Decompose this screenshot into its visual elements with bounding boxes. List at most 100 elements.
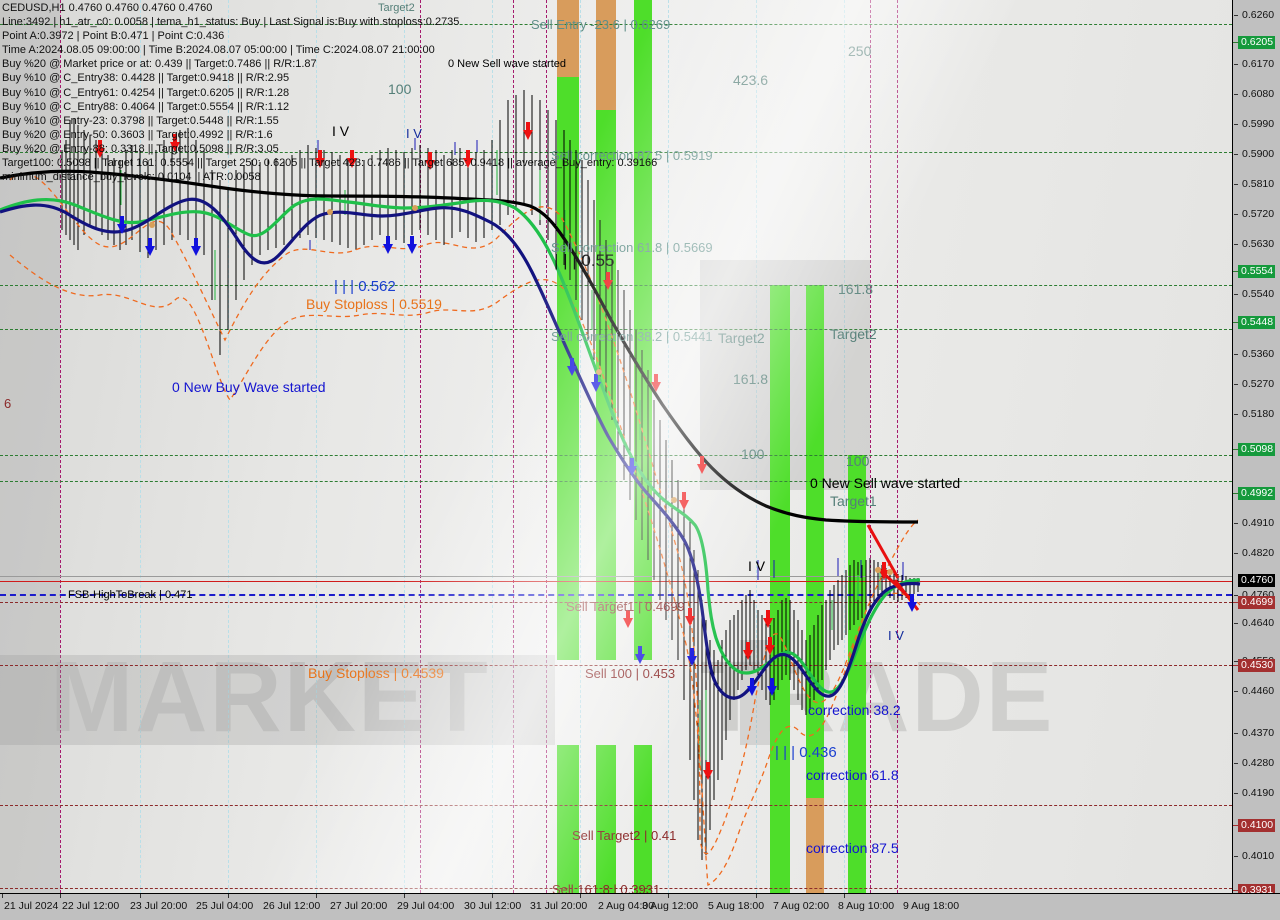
info-line-3: Buy %20 @ Market price or at: 0.439 || T… (2, 58, 317, 71)
buy-signal-arrow (117, 216, 917, 696)
axis-dash (1233, 602, 1239, 603)
annotation-fib-100-a: 100 (741, 446, 765, 462)
annotation-target2-a: Target2 (718, 330, 765, 346)
zone-band (596, 0, 616, 110)
y-tick: 0.5900 (1233, 148, 1280, 161)
y-tick: 0.4910 (1233, 517, 1280, 530)
level-line (0, 888, 1232, 889)
y-tick: 0.4370 (1233, 727, 1280, 740)
y-tick: 0.4190 (1233, 787, 1280, 800)
x-tick: 22 Jul 12:00 (62, 900, 120, 912)
annotation-wave-IV-1: I V (332, 123, 350, 139)
y-tick: 0.5630 (1233, 238, 1280, 251)
annotation-sell-1618: Sell 161.8 | 0.3931 (552, 882, 661, 893)
gridline-v-magenta (60, 0, 61, 893)
gridline-v-magenta (546, 0, 547, 893)
annotation-new-sell-wave-2: 0 New Sell wave started (810, 475, 961, 491)
annotation-left-edge-6: 6 (4, 396, 12, 411)
zone-band (806, 798, 824, 893)
envelope-lower (9, 254, 921, 886)
tema-fast (0, 197, 921, 700)
annotation-sell-target1: Sell Target1 | 0.4699 (566, 599, 685, 614)
info-line-2: Time A:2024.08.05 09:00:00 | Time B:2024… (2, 44, 435, 57)
current-price-line (0, 581, 1232, 582)
gridline-v (844, 0, 845, 893)
annotation-buy-stoploss-5519: Buy Stoploss | 0.5519 (306, 296, 442, 312)
price-chart-canvas[interactable]: MARKET TRADE (0, 0, 1232, 893)
y-tick: 0.5180 (1233, 408, 1280, 421)
x-tick: 30 Jul 12:00 (464, 900, 522, 912)
y-tick: 0.5540 (1233, 288, 1280, 301)
y-tick: 0.4820 (1233, 547, 1280, 560)
price-label-current: 0.4760 (1238, 574, 1276, 587)
price-label-level: 0.4699 (1238, 596, 1276, 609)
annotation-fib-1618-a: 161.8 (838, 281, 874, 297)
gridline-v (316, 0, 317, 893)
info-line-11: minimum_distance_buy_levels: 0.0104 || A… (2, 171, 261, 184)
zone-band (806, 285, 824, 855)
zone-band (634, 745, 652, 893)
y-tick: 0.6260 (1233, 9, 1280, 22)
shade-block (0, 655, 555, 745)
y-tick: 0.5270 (1233, 378, 1280, 391)
x-tick: 26 Jul 12:00 (263, 900, 321, 912)
symbol-line: CEDUSD,H1 0.4760 0.4760 0.4760 0.4760 (2, 2, 213, 14)
fsb-level-line (0, 594, 1232, 596)
zone-band (596, 745, 616, 893)
info-line-10: Target100: 0.5098 || Target 161: 0.5554 … (2, 157, 658, 170)
annotation-target2-top: Target2 (378, 2, 415, 14)
time-axis[interactable]: 21 Jul 2024 22 Jul 12:00 23 Jul 20:00 25… (0, 893, 1280, 920)
annotation-sell-entry-236: Sell Entry -23.6 | 0.6269 (531, 17, 671, 32)
ma-long (0, 169, 919, 524)
annotation-sell-corr-618: Sell correction 61.8 | 0.5669 (551, 240, 713, 255)
level-line (0, 152, 1232, 153)
annotation-correction-618: correction 61.8 (806, 767, 899, 783)
level-line (0, 285, 1232, 286)
y-tick: 0.4280 (1233, 757, 1280, 770)
x-tick: 5 Aug 18:00 (708, 900, 765, 912)
watermark-right: TRADE (700, 641, 1055, 753)
annotation-sell-100: Sell 100 | 0.453 (585, 666, 676, 681)
level-line (0, 665, 1232, 666)
price-label-target: 0.5448 (1238, 316, 1276, 329)
tema-slow (0, 197, 921, 694)
y-tick: 0.4010 (1233, 850, 1280, 863)
x-tick: 21 Jul 2024 (4, 900, 59, 912)
annotation-price-0436: | | | 0.436 (775, 744, 837, 761)
annotation-price-055: | | | 0.55 (554, 251, 615, 270)
series-layer (0, 90, 921, 886)
annotation-fib-1618-b: 161.8 (733, 371, 769, 387)
price-label-target: 0.6205 (1238, 36, 1276, 49)
y-tick: 0.5810 (1233, 178, 1280, 191)
annotation-fib-250: 250 (848, 43, 872, 59)
gridline-v (756, 0, 757, 893)
gridline-v (404, 0, 405, 893)
chart-info-block: CEDUSD,H1 0.4760 0.4760 0.4760 0.4760 Li… (2, 1, 657, 184)
info-line-4: Buy %10 @ C_Entry38: 0.4428 || Target:0.… (2, 72, 290, 85)
info-line-1: Point A:0.3972 | Point B:0.471 | Point C… (2, 30, 225, 43)
price-label-target: 0.5554 (1238, 265, 1276, 278)
zone-band (557, 745, 579, 893)
axis-dash (1233, 493, 1239, 494)
price-bars-up (120, 150, 881, 770)
info-line-9: Buy %20 @ Entry-88: 0.3318 || Target:0.5… (2, 142, 279, 155)
x-tick: 23 Jul 20:00 (130, 900, 188, 912)
level-line (0, 576, 1232, 577)
axis-dash (1233, 890, 1239, 891)
gridline-v-magenta (870, 0, 871, 893)
price-axis[interactable]: 0.6260 0.6170 0.6080 0.5990 0.5900 0.581… (1232, 0, 1280, 902)
gridline-v (492, 0, 493, 893)
annotation-target2-b: Target2 (830, 326, 877, 342)
axis-dash (1233, 665, 1239, 666)
y-tick: 0.5360 (1233, 348, 1280, 361)
price-label-level: 0.4100 (1238, 819, 1276, 832)
annotation-sell-target2: Sell Target2 | 0.41 (572, 828, 677, 843)
level-line (0, 481, 1232, 482)
annotation-correction-382: correction 38.2 (808, 702, 901, 718)
annotation-wave-IV-3: I V (748, 558, 766, 574)
annotation-sell-corr-382: Sell correction 38.2 | 0.5441 (551, 329, 713, 344)
y-tick: 0.5990 (1233, 118, 1280, 131)
x-tick: 8 Aug 10:00 (838, 900, 895, 912)
x-tick: 7 Aug 02:00 (773, 900, 830, 912)
x-tick: 27 Jul 20:00 (330, 900, 388, 912)
